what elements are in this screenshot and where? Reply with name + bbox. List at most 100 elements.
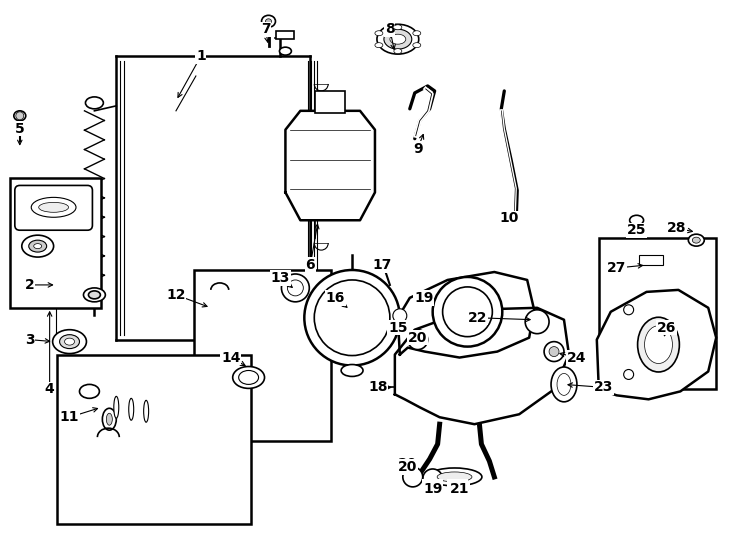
Circle shape bbox=[413, 335, 423, 345]
Ellipse shape bbox=[102, 408, 116, 430]
Ellipse shape bbox=[413, 31, 421, 36]
Ellipse shape bbox=[377, 24, 418, 54]
Ellipse shape bbox=[638, 318, 680, 372]
Text: 28: 28 bbox=[666, 221, 686, 235]
Ellipse shape bbox=[34, 244, 42, 248]
Ellipse shape bbox=[280, 47, 291, 55]
Text: 6: 6 bbox=[305, 258, 315, 272]
Ellipse shape bbox=[85, 97, 103, 109]
Circle shape bbox=[624, 305, 633, 315]
Text: 19: 19 bbox=[414, 291, 433, 305]
Bar bbox=[639, 255, 664, 265]
Ellipse shape bbox=[375, 43, 383, 48]
Text: 17: 17 bbox=[372, 258, 392, 272]
Polygon shape bbox=[398, 272, 534, 357]
Circle shape bbox=[16, 112, 23, 120]
Ellipse shape bbox=[551, 367, 577, 402]
Ellipse shape bbox=[427, 468, 482, 486]
Ellipse shape bbox=[233, 367, 264, 388]
Text: 20: 20 bbox=[398, 460, 418, 474]
Ellipse shape bbox=[630, 215, 644, 225]
Text: 20: 20 bbox=[398, 457, 418, 471]
Ellipse shape bbox=[384, 29, 412, 49]
Circle shape bbox=[403, 467, 423, 487]
Circle shape bbox=[423, 469, 443, 489]
Ellipse shape bbox=[106, 413, 112, 425]
Bar bbox=[316, 91, 345, 113]
Bar bbox=[10, 179, 101, 308]
Text: 10: 10 bbox=[500, 211, 519, 225]
Ellipse shape bbox=[128, 399, 134, 420]
Ellipse shape bbox=[341, 364, 363, 376]
Text: 22: 22 bbox=[468, 310, 487, 325]
Polygon shape bbox=[286, 111, 375, 220]
Ellipse shape bbox=[84, 288, 106, 302]
Text: 7: 7 bbox=[261, 22, 270, 36]
Ellipse shape bbox=[688, 234, 704, 246]
Text: 21: 21 bbox=[450, 482, 469, 496]
Text: 14: 14 bbox=[221, 350, 241, 365]
Ellipse shape bbox=[88, 291, 101, 299]
Text: 25: 25 bbox=[627, 223, 647, 237]
Text: 19: 19 bbox=[423, 480, 443, 494]
Ellipse shape bbox=[557, 374, 571, 395]
Bar bbox=[599, 238, 716, 389]
Text: 1: 1 bbox=[196, 49, 206, 63]
Ellipse shape bbox=[390, 34, 406, 44]
Polygon shape bbox=[597, 290, 716, 400]
Text: 16: 16 bbox=[325, 291, 345, 305]
Ellipse shape bbox=[266, 19, 272, 24]
Ellipse shape bbox=[413, 43, 421, 48]
Ellipse shape bbox=[378, 264, 388, 272]
Text: 13: 13 bbox=[271, 271, 290, 285]
Ellipse shape bbox=[59, 335, 79, 349]
Text: 24: 24 bbox=[567, 350, 586, 365]
Ellipse shape bbox=[394, 25, 401, 30]
Text: 9: 9 bbox=[413, 141, 423, 156]
Circle shape bbox=[549, 347, 559, 356]
Ellipse shape bbox=[692, 237, 700, 243]
Text: 11: 11 bbox=[59, 410, 79, 424]
Circle shape bbox=[281, 274, 309, 302]
Ellipse shape bbox=[144, 400, 148, 422]
Ellipse shape bbox=[644, 326, 672, 363]
Circle shape bbox=[526, 310, 549, 334]
Ellipse shape bbox=[53, 330, 87, 354]
Circle shape bbox=[408, 330, 428, 349]
Polygon shape bbox=[395, 308, 569, 424]
Text: 3: 3 bbox=[25, 333, 34, 347]
Ellipse shape bbox=[39, 202, 68, 212]
Ellipse shape bbox=[65, 338, 75, 345]
Circle shape bbox=[393, 309, 407, 323]
Ellipse shape bbox=[239, 370, 258, 384]
Ellipse shape bbox=[79, 384, 99, 399]
FancyBboxPatch shape bbox=[15, 185, 92, 230]
Ellipse shape bbox=[375, 31, 383, 36]
Text: 21: 21 bbox=[448, 480, 468, 494]
Text: 26: 26 bbox=[657, 321, 676, 335]
Circle shape bbox=[314, 280, 390, 355]
Text: 2: 2 bbox=[25, 278, 34, 292]
Ellipse shape bbox=[394, 49, 401, 53]
Text: 5: 5 bbox=[15, 122, 25, 136]
Ellipse shape bbox=[437, 472, 472, 482]
Text: 4: 4 bbox=[45, 382, 54, 396]
Circle shape bbox=[624, 369, 633, 380]
Text: 18: 18 bbox=[368, 380, 388, 394]
Circle shape bbox=[305, 270, 400, 366]
Bar bbox=[277, 31, 294, 39]
Text: 20: 20 bbox=[408, 330, 427, 345]
Text: 8: 8 bbox=[385, 22, 395, 36]
Ellipse shape bbox=[29, 240, 47, 252]
Circle shape bbox=[432, 277, 502, 347]
Ellipse shape bbox=[22, 235, 54, 257]
Text: 12: 12 bbox=[166, 288, 186, 302]
Ellipse shape bbox=[114, 396, 119, 419]
Text: 23: 23 bbox=[594, 380, 614, 394]
Bar bbox=[194, 270, 331, 441]
Text: 27: 27 bbox=[607, 261, 626, 275]
Ellipse shape bbox=[32, 198, 76, 217]
Ellipse shape bbox=[14, 111, 26, 121]
Bar bbox=[57, 355, 250, 524]
Circle shape bbox=[544, 342, 564, 361]
